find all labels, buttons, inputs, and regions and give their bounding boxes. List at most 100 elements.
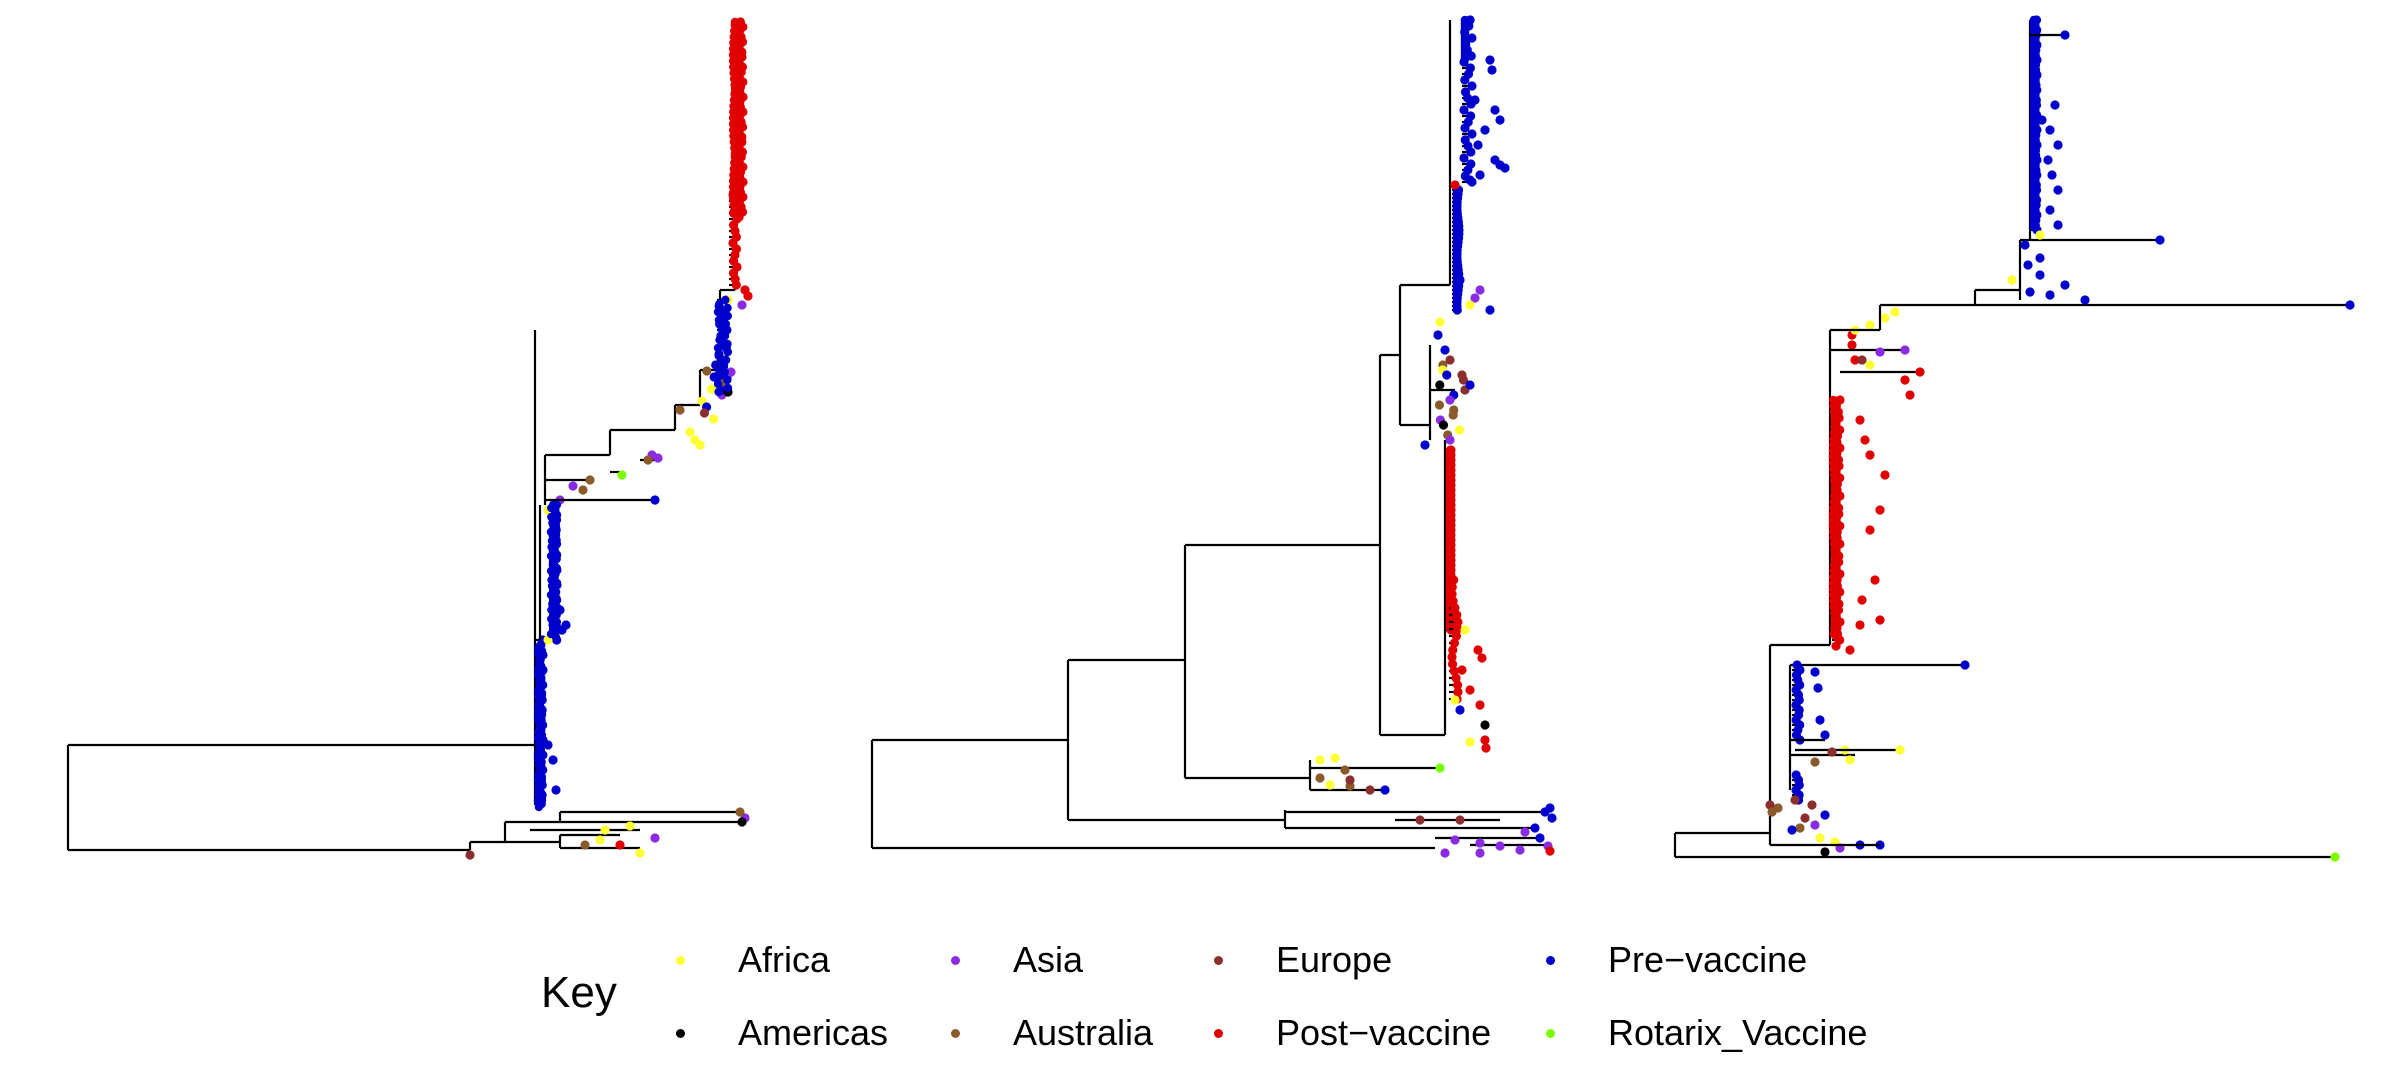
tip-point <box>1870 575 1880 585</box>
tip-point <box>2050 100 2060 110</box>
tip-point <box>1447 652 1457 662</box>
tip-point <box>1875 347 1885 357</box>
tip-point <box>643 455 653 465</box>
tip-point <box>1440 345 1450 355</box>
tip-point <box>1345 775 1355 785</box>
tip-point <box>1365 785 1375 795</box>
tip-point <box>1445 395 1455 405</box>
tip-point <box>2080 295 2090 305</box>
tip-point <box>737 300 747 310</box>
tip-point <box>2045 205 2055 215</box>
tip-point <box>1480 720 1490 730</box>
tip-point <box>1315 773 1325 783</box>
legend-swatch <box>951 1028 960 1038</box>
tip-point <box>706 384 717 394</box>
tip-point <box>2330 852 2340 862</box>
tip-point <box>1447 582 1457 592</box>
tip-point <box>595 835 605 845</box>
tip-point <box>1495 115 1505 125</box>
tip-point <box>1325 780 1335 790</box>
tip-point <box>1380 785 1390 795</box>
legend-item-australia: Australia <box>951 1013 1153 1053</box>
tip-point <box>1470 293 1480 303</box>
tip-point <box>714 315 724 325</box>
tip-point <box>1438 420 1449 430</box>
tip-point <box>1787 825 1797 835</box>
legend-swatch <box>1214 1028 1223 1038</box>
tip-point <box>723 339 732 349</box>
tip-point <box>1827 747 1837 757</box>
tip-point <box>1435 763 1445 773</box>
tip-point <box>1545 846 1555 856</box>
tip-point <box>2045 290 2055 300</box>
tip-point <box>675 405 685 415</box>
tip-point <box>1773 803 1783 813</box>
tip-point <box>1475 838 1485 848</box>
tip-point <box>1865 360 1875 370</box>
tip-point <box>585 475 595 485</box>
tip-point <box>653 453 663 463</box>
tip-point <box>1448 645 1458 655</box>
tip-point <box>1459 105 1469 115</box>
tip-point <box>2060 30 2070 40</box>
legend-label: Rotarix_Vaccine <box>1608 1012 1868 1053</box>
legend-swatch <box>676 955 685 965</box>
tip-point <box>1860 435 1870 445</box>
tip-point <box>1433 330 1443 340</box>
tip-point <box>551 785 561 795</box>
tip-point <box>1455 815 1465 825</box>
tip-point <box>1487 65 1497 75</box>
legend-title: Key <box>541 968 617 1017</box>
tip-point <box>543 740 553 750</box>
legend-label: Pre−vaccine <box>1608 939 1808 980</box>
tip-point <box>713 307 723 317</box>
tip-point <box>1455 705 1465 715</box>
tip-point <box>2043 155 2053 165</box>
tip-point <box>1450 835 1460 845</box>
tree-1 <box>66 17 753 860</box>
tip-point <box>2155 235 2165 245</box>
tip-point <box>715 299 724 309</box>
tip-point <box>1445 355 1455 365</box>
tip-point <box>1448 596 1458 606</box>
tip-point <box>1857 355 1867 365</box>
tip-point <box>1465 175 1475 185</box>
tip-point <box>1457 370 1467 380</box>
tip-point <box>714 387 723 397</box>
tip-point <box>1530 823 1540 833</box>
tip-point <box>1467 81 1477 91</box>
tip-point <box>702 366 712 376</box>
tip-point <box>1815 833 1825 843</box>
tip-point <box>1865 320 1875 330</box>
tip-point <box>1831 641 1841 651</box>
tip-point <box>2047 170 2057 180</box>
tip-point <box>2053 220 2063 230</box>
tip-point <box>1452 305 1462 315</box>
tip-point <box>1500 163 1510 173</box>
legend-label: Asia <box>1013 939 1084 980</box>
tree-2 <box>870 15 1557 858</box>
tip-point <box>1865 525 1875 535</box>
tip-point <box>561 620 571 630</box>
tip-point <box>1457 665 1467 675</box>
tip-point <box>1857 595 1867 605</box>
tip-point <box>1452 293 1462 303</box>
tip-point <box>1435 317 1445 327</box>
tip-point <box>534 802 544 812</box>
tip-point <box>1453 617 1463 627</box>
tip-point <box>1475 170 1485 180</box>
tip-point <box>1890 307 1900 317</box>
tip-point <box>1447 659 1458 669</box>
tip-point <box>568 481 578 491</box>
tip-point <box>1473 140 1483 150</box>
tip-point <box>1905 390 1915 400</box>
tip-point <box>1473 645 1483 655</box>
legend-item-africa: Africa <box>676 940 830 980</box>
tip-point <box>1850 355 1860 365</box>
tip-point <box>1420 440 1430 450</box>
tip-point <box>1795 823 1805 833</box>
tip-point <box>600 825 610 835</box>
tip-point <box>1485 55 1495 65</box>
tip-point <box>1813 683 1823 693</box>
tip-point <box>1466 147 1476 157</box>
